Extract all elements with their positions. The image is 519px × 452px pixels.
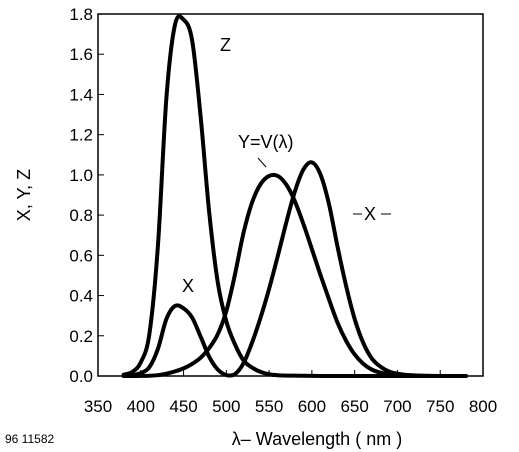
x-tick-label: 450 (169, 397, 197, 416)
x-tick-label: 550 (255, 397, 283, 416)
x-axis-label: λ– Wavelength ( nm ) (232, 429, 402, 449)
y-tick-label: 0.0 (69, 367, 93, 386)
y-axis-label: X, Y, Z (14, 169, 34, 221)
y-tick-label: 1.2 (69, 126, 93, 145)
y-tick-label: 1.4 (69, 85, 93, 104)
curves (121, 14, 468, 379)
series-line-x (121, 160, 468, 378)
x-tick-label: 600 (298, 397, 326, 416)
x-tick-label: 800 (469, 397, 497, 416)
x-tick-label: 700 (383, 397, 411, 416)
leader-y-label (257, 157, 267, 168)
x-tick-label: 750 (426, 397, 454, 416)
y-tick-label: 0.4 (69, 287, 93, 306)
x-tick-label: 350 (84, 397, 112, 416)
annotation-y: Y=V(λ) (238, 132, 294, 152)
x-tick-label: 500 (212, 397, 240, 416)
annotation-x-long: X (364, 204, 376, 224)
y-tick-label: 1.8 (69, 5, 93, 24)
y-tick-label: 1.6 (69, 45, 93, 64)
y-tick-label: 0.6 (69, 246, 93, 265)
annotation-z: Z (220, 35, 231, 55)
series-line-y (121, 172, 468, 378)
y-tick-label: 0.2 (69, 327, 93, 346)
figure-id: 96 11582 (5, 432, 54, 446)
ticks (97, 13, 484, 377)
series-line-z (121, 14, 468, 379)
x-tick-label: 400 (127, 397, 155, 416)
labels: 350 400 450 500 550 600 650 700 750 800 0.0 0.2 0.4 0… (69, 5, 497, 416)
y-tick-label: 0.8 (69, 206, 93, 225)
x-tick-label: 650 (340, 397, 368, 416)
annotation-x-short: X (182, 276, 194, 296)
y-tick-label: 1.0 (69, 166, 93, 185)
